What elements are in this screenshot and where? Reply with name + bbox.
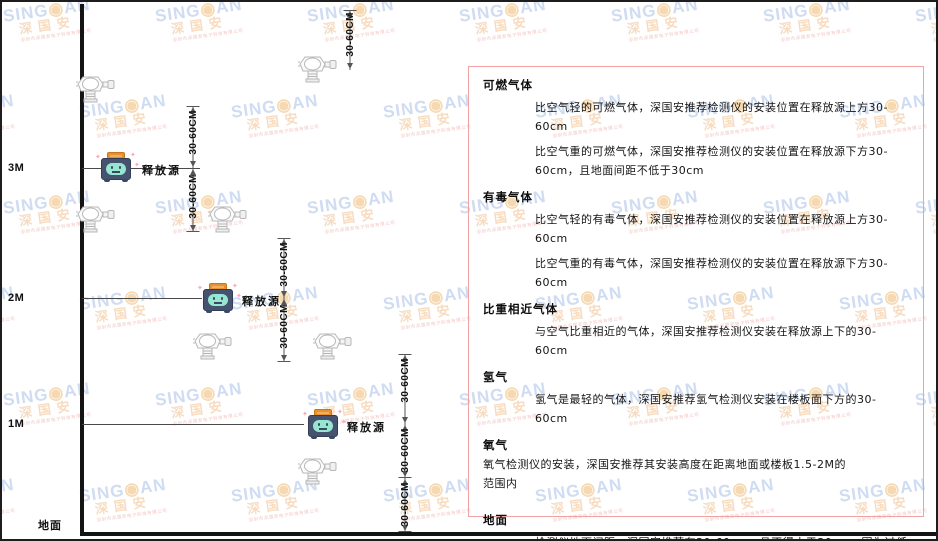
gas-detector-icon: [292, 452, 340, 486]
dimension-label: 30-60CM: [188, 110, 199, 155]
section-title: 比重相近气体: [483, 302, 558, 316]
ground-label: 地面: [38, 519, 62, 532]
dimension-label: 30-60CM: [400, 358, 411, 403]
section-paragraph: 氢气是最轻的气体，深国安推荐氢气检测仪安装在楼板面下方的30-60cm: [535, 393, 877, 425]
dimension-label: 30-60CM: [279, 242, 290, 287]
section-flammable-gas: 可燃气体 比空气轻的可燃气体，深国安推荐检测仪的安装位置在释放源上方30-60c…: [483, 77, 909, 180]
release-source-icon: ✦ ✦ ✦: [95, 152, 140, 182]
section-title: 有毒气体: [483, 190, 533, 204]
gas-detector-icon: [202, 200, 250, 234]
axis-tick-2m: 2M: [8, 292, 25, 304]
release-source-icon: ✦ ✦ ✦: [302, 409, 347, 439]
section-paragraph: 比空气轻的可燃气体，深国安推荐检测仪的安装位置在释放源上方30-60cm: [535, 101, 888, 133]
guidelines-panel: 可燃气体 比空气轻的可燃气体，深国安推荐检测仪的安装位置在释放源上方30-60c…: [468, 66, 924, 539]
dimension-label: 30-60CM: [345, 12, 356, 57]
release-source-label: 释放源: [242, 295, 281, 308]
dimension-label: 30-60CM: [400, 428, 411, 473]
section-title: 氧气: [483, 438, 508, 452]
section-paragraph: 比空气重的可燃气体，深国安推荐检测仪的安装位置在释放源下方30-60cm，且地面…: [535, 145, 888, 177]
gas-detector-icon: [187, 327, 235, 361]
dimension-label: 30-60CM: [400, 482, 411, 527]
axis-tick-3m: 3M: [8, 162, 25, 174]
section-paragraph: 比空气轻的有毒气体，深国安推荐检测仪的安装位置在释放源上方30-60cm: [535, 213, 888, 245]
section-oxygen: 氧气氧气检测仪的安装，深国安推荐其安装高度在距离地面或楼板1.5-2M的范围内: [483, 437, 909, 493]
ground-axis-line: [80, 532, 936, 536]
section-title: 氢气: [483, 370, 508, 384]
gas-detector-icon: [70, 200, 118, 234]
section-toxic-gas: 有毒气体 比空气轻的有毒气体，深国安推荐检测仪的安装位置在释放源上方30-60c…: [483, 189, 909, 292]
dimension-label: 30-60CM: [188, 174, 199, 219]
release-source-label: 释放源: [347, 421, 386, 434]
vertical-axis: [80, 4, 84, 536]
dimension-label: 30-60CM: [279, 304, 290, 349]
level-line-3m: [82, 168, 200, 169]
section-ground: 地面 检测仪地面间距，深国安推荐在30-60cm，且不得小于30cm，因为过低容…: [483, 512, 909, 539]
axis-tick-1m: 1M: [8, 418, 25, 430]
section-title: 地面: [483, 513, 508, 527]
gas-detector-icon: [307, 327, 355, 361]
release-source-icon: ✦ ✦ ✦: [197, 283, 242, 313]
gas-detector-icon: [70, 70, 118, 104]
release-source-label: 释放源: [142, 164, 181, 177]
gas-detector-icon: [292, 50, 340, 84]
section-hydrogen: 氢气 氢气是最轻的气体，深国安推荐氢气检测仪安装在楼板面下方的30-60cm: [483, 369, 909, 428]
section-title: 可燃气体: [483, 78, 533, 92]
section-paragraph: 检测仪地面间距，深国安推荐在30-60cm，且不得小于30cm，因为过低容易水溅…: [535, 533, 909, 539]
section-paragraph: 氧气检测仪的安装，深国安推荐其安装高度在距离地面或楼板1.5-2M的范围内: [483, 458, 846, 490]
section-paragraph: 比空气重的有毒气体，深国安推荐检测仪的安装位置在释放源下方30-60cm: [535, 257, 888, 289]
level-line-2m: [82, 298, 202, 299]
section-paragraph: 与空气比重相近的气体，深国安推荐检测仪安装在释放源上下的30-60cm: [535, 325, 877, 357]
section-similar-density-gas: 比重相近气体 与空气比重相近的气体，深国安推荐检测仪安装在释放源上下的30-60…: [483, 301, 909, 360]
level-line-1m: [82, 424, 304, 425]
